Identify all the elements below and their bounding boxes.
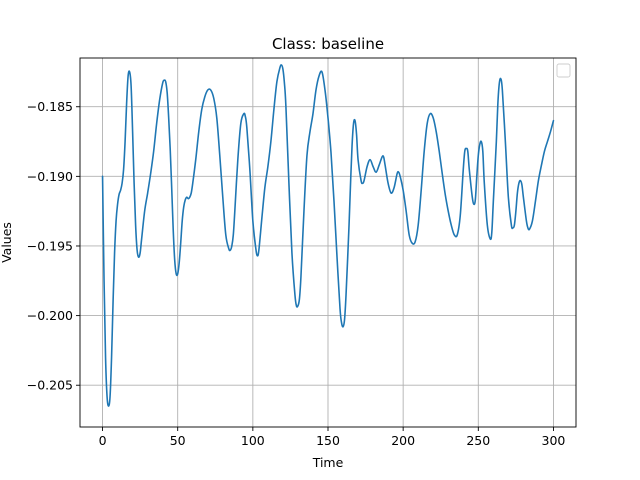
x-tick-label: 150 (316, 433, 340, 448)
y-axis-label: Values (0, 222, 14, 263)
x-tick-label: 300 (542, 433, 566, 448)
x-tick-label: 100 (241, 433, 265, 448)
series-line-baseline (101, 64, 555, 407)
x-gridlines (102, 58, 554, 427)
y-tick-label: −0.205 (27, 378, 73, 393)
x-tick-label: 0 (99, 433, 107, 448)
legend-box (556, 63, 571, 78)
x-axis-ticks: 0 50 100 150 200 250 300 (99, 427, 566, 448)
x-tick-label: 250 (466, 433, 490, 448)
y-tick-label: −0.200 (27, 308, 73, 323)
y-tick-label: −0.190 (27, 169, 73, 184)
chart-title: Class: baseline (272, 35, 384, 53)
x-tick-label: 50 (170, 433, 186, 448)
x-axis-label: Time (312, 455, 344, 470)
y-tick-label: −0.195 (27, 238, 73, 253)
y-axis-ticks: −0.205 −0.200 −0.195 −0.190 −0.185 (27, 99, 80, 393)
x-tick-label: 200 (391, 433, 415, 448)
y-gridlines (80, 106, 576, 386)
y-tick-label: −0.185 (27, 99, 73, 114)
